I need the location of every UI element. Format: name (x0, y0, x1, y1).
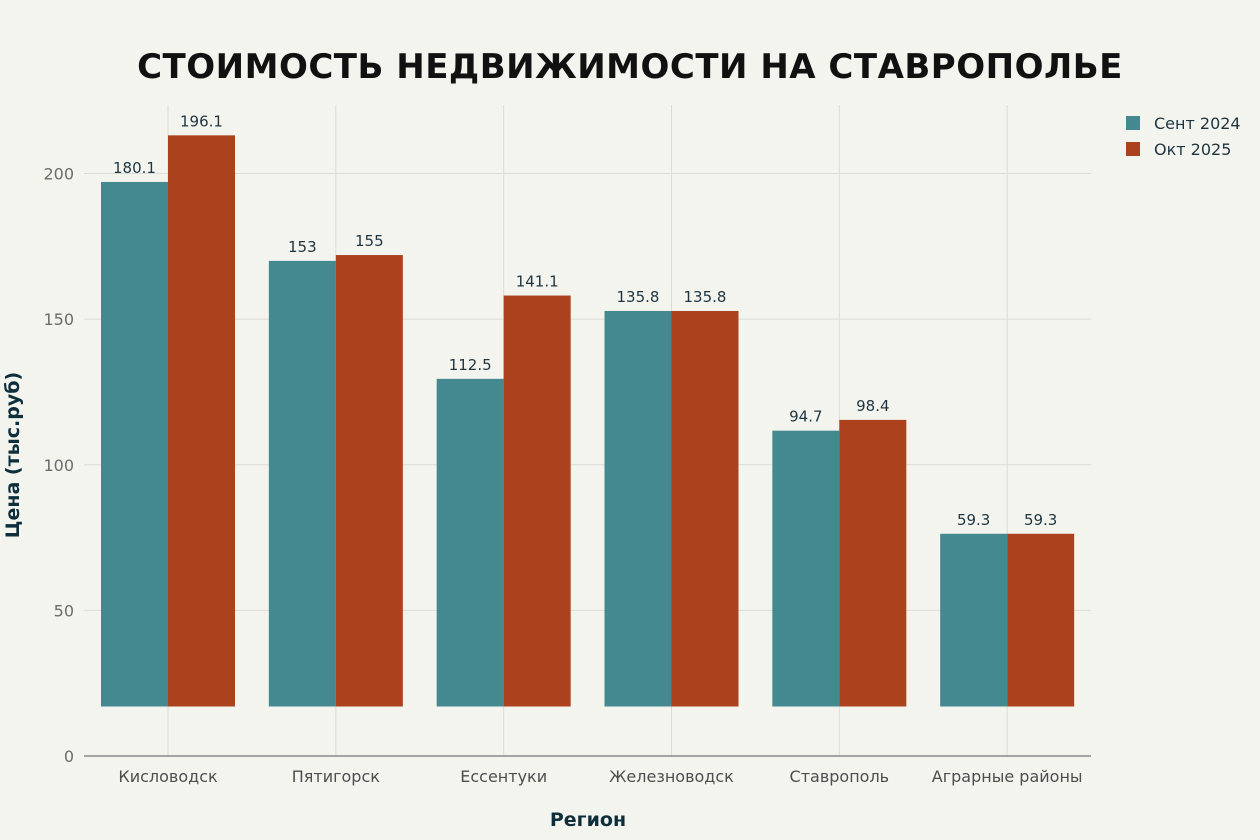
y-axis-title: Цена (тыс.руб) (2, 372, 24, 538)
bar (940, 533, 1008, 707)
x-tick-label: Ессентуки (460, 767, 547, 786)
data-label: 59.3 (957, 511, 990, 529)
data-label: 59.3 (1024, 511, 1057, 529)
legend-label: Окт 2025 (1154, 140, 1231, 159)
y-tick-label: 200 (43, 165, 74, 184)
x-tick-label: Кисловодск (118, 767, 218, 786)
x-axis-title: Регион (550, 809, 626, 831)
data-label: 112.5 (449, 356, 492, 374)
data-label: 135.8 (617, 288, 660, 306)
data-label: 135.8 (684, 288, 727, 306)
x-tick-label: Аграрные районы (932, 767, 1083, 786)
data-labels: 180.1 196.1 153 155 112.5 141.1 135.8 135.8 94.7… (113, 112, 1057, 528)
bar (335, 255, 403, 707)
bar (839, 419, 907, 707)
data-label: 196.1 (180, 112, 223, 130)
data-label: 180.1 (113, 159, 156, 177)
x-tick-label: Пятигорск (292, 767, 381, 786)
x-tick-label: Железноводск (609, 767, 734, 786)
y-tick-label: 100 (43, 456, 74, 475)
y-tick-label: 50 (54, 601, 74, 620)
legend-swatch (1126, 116, 1140, 130)
bars (101, 135, 1075, 707)
legend: Сент 2024 Окт 2025 (1126, 114, 1241, 159)
data-label: 141.1 (516, 273, 559, 291)
data-label: 98.4 (856, 397, 889, 415)
bar (168, 135, 235, 707)
x-axis-categories: Кисловодск Пятигорск Ессентуки Железноводск… (118, 767, 1082, 786)
bar (503, 295, 571, 707)
x-tick-label: Ставрополь (790, 767, 890, 786)
bar (671, 310, 739, 707)
data-label: 94.7 (789, 408, 822, 426)
data-label: 153 (288, 238, 317, 256)
gridlines (84, 105, 1091, 756)
y-tick-label: 150 (43, 310, 74, 329)
legend-swatch (1126, 142, 1140, 156)
bar (604, 310, 672, 707)
chart-title: СТОИМОСТЬ НЕДВИЖИМОСТИ НА СТАВРОПОЛЬЕ (137, 47, 1123, 87)
legend-label: Сент 2024 (1154, 114, 1241, 133)
y-axis-ticks: 0 50 100 150 200 (43, 165, 74, 767)
data-label: 155 (355, 232, 384, 250)
bar (1007, 533, 1075, 707)
bar (101, 181, 168, 707)
bar (436, 378, 504, 707)
bar (268, 260, 336, 707)
bar (772, 430, 840, 707)
y-tick-label: 0 (64, 747, 74, 766)
